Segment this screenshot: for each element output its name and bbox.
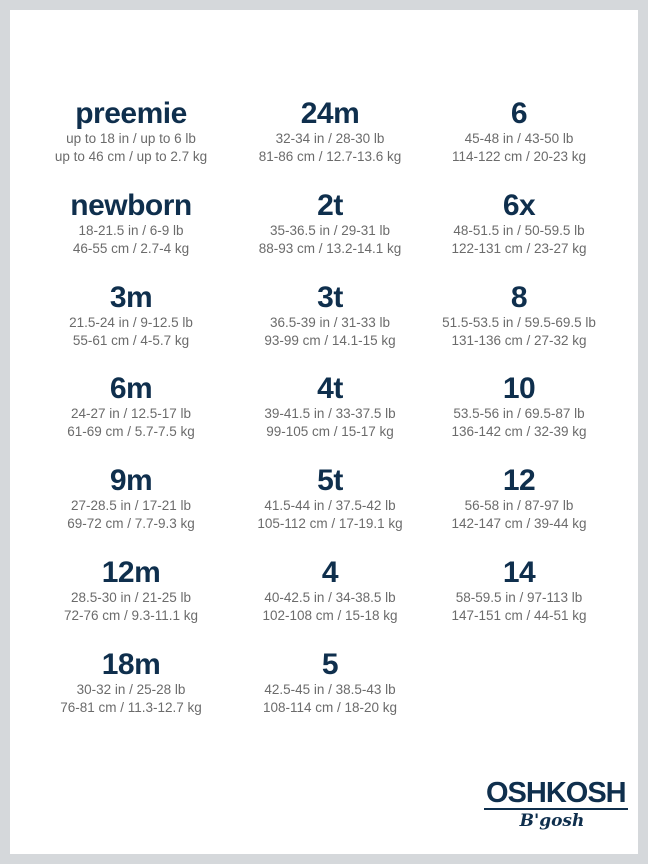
imperial-measurements: 30-32 in / 25-28 lb [76,681,186,697]
metric-measurements: 147-151 cm / 44-51 kg [451,607,587,623]
size-label: 18m [101,647,161,681]
size-entry: preemie up to 18 in / up to 6 lb up to 46 … [21,98,241,190]
size-label: 3t [317,280,343,314]
size-entry: 5 42.5-45 in / 38.5-43 lb 108-114 cm / 18-… [220,647,440,741]
size-entry: 12 56-58 in / 87-97 lb 142-147 cm / 39-44 … [409,465,629,557]
oshkosh-logo: OSHKOSH B'gosh [484,778,628,832]
size-column-1: preemie up to 18 in / up to 6 lb up to 46 … [21,98,241,741]
size-column-2: 24m 32-34 in / 28-30 lb 81-86 cm / 12.7-13… [220,98,440,741]
size-label: 10 [502,372,536,406]
imperial-measurements: 39-41.5 in / 33-37.5 lb [264,406,396,422]
size-label: 12m [101,555,161,589]
metric-measurements: 61-69 cm / 5.7-7.5 kg [67,424,195,440]
imperial-measurements: 48-51.5 in / 50-59.5 lb [453,222,585,238]
metric-measurements: 105-112 cm / 17-19.1 kg [257,516,403,532]
size-entry: 6m 24-27 in / 12.5-17 lb 61-69 cm / 5.7-7.… [21,373,241,465]
size-entry: 9m 27-28.5 in / 17-21 lb 69-72 cm / 7.7-9.… [21,465,241,557]
size-entry: newborn 18-21.5 in / 6-9 lb 46-55 cm / 2.7… [21,188,241,282]
logo-sub: B'gosh [519,811,585,831]
imperial-measurements: 32-34 in / 28-30 lb [275,131,385,146]
metric-measurements: 72-76 cm / 9.3-11.1 kg [63,607,199,623]
metric-measurements: 93-99 cm / 14.1-15 kg [264,332,396,348]
metric-measurements: up to 46 cm / up to 2.7 kg [54,149,208,164]
metric-measurements: 81-86 cm / 12.7-13.6 kg [258,149,402,164]
metric-measurements: 55-61 cm / 4-5.7 kg [72,332,190,348]
size-chart-panel: preemie up to 18 in / up to 6 lb up to 46 … [10,10,638,854]
size-label: preemie [75,97,187,130]
size-label: 3m [109,280,153,314]
metric-measurements: 99-105 cm / 15-17 kg [266,424,394,440]
size-entry: 24m 32-34 in / 28-30 lb 81-86 cm / 12.7-13… [220,98,440,190]
size-entry: 6x 48-51.5 in / 50-59.5 lb 122-131 cm / 23… [409,188,629,282]
size-label: newborn [70,188,192,222]
logo-brand: OSHKOSH [484,777,628,810]
size-label: 6x [502,188,536,222]
imperial-measurements: 24-27 in / 12.5-17 lb [70,406,192,422]
imperial-measurements: 36.5-39 in / 31-33 lb [269,314,391,330]
imperial-measurements: 45-48 in / 43-50 lb [464,131,574,146]
size-column-3: 6 45-48 in / 43-50 lb 114-122 cm / 20-23 k… [409,98,629,649]
size-entry: 2t 35-36.5 in / 29-31 lb 88-93 cm / 13.2-1… [220,188,440,282]
imperial-measurements: 41.5-44 in / 37.5-42 lb [264,498,396,514]
imperial-measurements: 58-59.5 in / 97-113 lb [455,589,583,605]
imperial-measurements: 51.5-53.5 in / 59.5-69.5 lb [442,314,596,330]
imperial-measurements: 42.5-45 in / 38.5-43 lb [264,681,396,697]
size-entry: 4t 39-41.5 in / 33-37.5 lb 99-105 cm / 15-… [220,373,440,465]
metric-measurements: 114-122 cm / 20-23 kg [451,149,587,164]
imperial-measurements: 53.5-56 in / 69.5-87 lb [453,406,585,422]
imperial-measurements: 40-42.5 in / 34-38.5 lb [264,589,396,605]
size-label: 4t [317,372,343,406]
metric-measurements: 108-114 cm / 18-20 kg [262,699,398,715]
imperial-measurements: up to 18 in / up to 6 lb [66,131,196,146]
metric-measurements: 131-136 cm / 27-32 kg [451,332,587,348]
metric-measurements: 76-81 cm / 11.3-12.7 kg [60,699,202,715]
size-entry: 3t 36.5-39 in / 31-33 lb 93-99 cm / 14.1-1… [220,280,440,374]
size-label: 14 [502,555,536,589]
size-entry: 14 58-59.5 in / 97-113 lb 147-151 cm / 44-… [409,555,629,649]
size-entry: 6 45-48 in / 43-50 lb 114-122 cm / 20-23 k… [409,98,629,190]
imperial-measurements: 35-36.5 in / 29-31 lb [269,222,391,238]
size-entry: 5t 41.5-44 in / 37.5-42 lb 105-112 cm / 17… [220,465,440,557]
size-label: 2t [317,188,343,222]
size-label: 9m [109,464,153,498]
metric-measurements: 69-72 cm / 7.7-9.3 kg [67,516,195,532]
size-entry: 3m 21.5-24 in / 9-12.5 lb 55-61 cm / 4-5.7… [21,280,241,374]
size-label: 8 [510,280,528,314]
imperial-measurements: 27-28.5 in / 17-21 lb [70,498,192,514]
imperial-measurements: 56-58 in / 87-97 lb [464,498,574,514]
imperial-measurements: 21.5-24 in / 9-12.5 lb [69,314,193,330]
size-label: 5 [321,647,339,681]
metric-measurements: 46-55 cm / 2.7-4 kg [72,240,190,256]
size-label: 5t [317,464,343,498]
size-entry: 8 51.5-53.5 in / 59.5-69.5 lb 131-136 cm /… [409,280,629,374]
metric-measurements: 122-131 cm / 23-27 kg [451,240,587,256]
metric-measurements: 88-93 cm / 13.2-14.1 kg [258,240,402,256]
imperial-measurements: 28.5-30 in / 21-25 lb [70,589,192,605]
size-label: 24m [300,97,360,130]
metric-measurements: 102-108 cm / 15-18 kg [262,607,398,623]
size-label: 4 [321,555,339,589]
size-entry: 18m 30-32 in / 25-28 lb 76-81 cm / 11.3-12… [21,647,241,741]
size-entry: 12m 28.5-30 in / 21-25 lb 72-76 cm / 9.3-1… [21,555,241,649]
size-entry: 4 40-42.5 in / 34-38.5 lb 102-108 cm / 15-… [220,555,440,649]
metric-measurements: 136-142 cm / 32-39 kg [451,424,587,440]
size-label: 12 [502,464,536,498]
imperial-measurements: 18-21.5 in / 6-9 lb [78,222,184,238]
metric-measurements: 142-147 cm / 39-44 kg [451,516,587,532]
size-entry: 10 53.5-56 in / 69.5-87 lb 136-142 cm / 32… [409,373,629,465]
size-label: 6m [109,372,153,406]
size-label: 6 [510,97,528,130]
